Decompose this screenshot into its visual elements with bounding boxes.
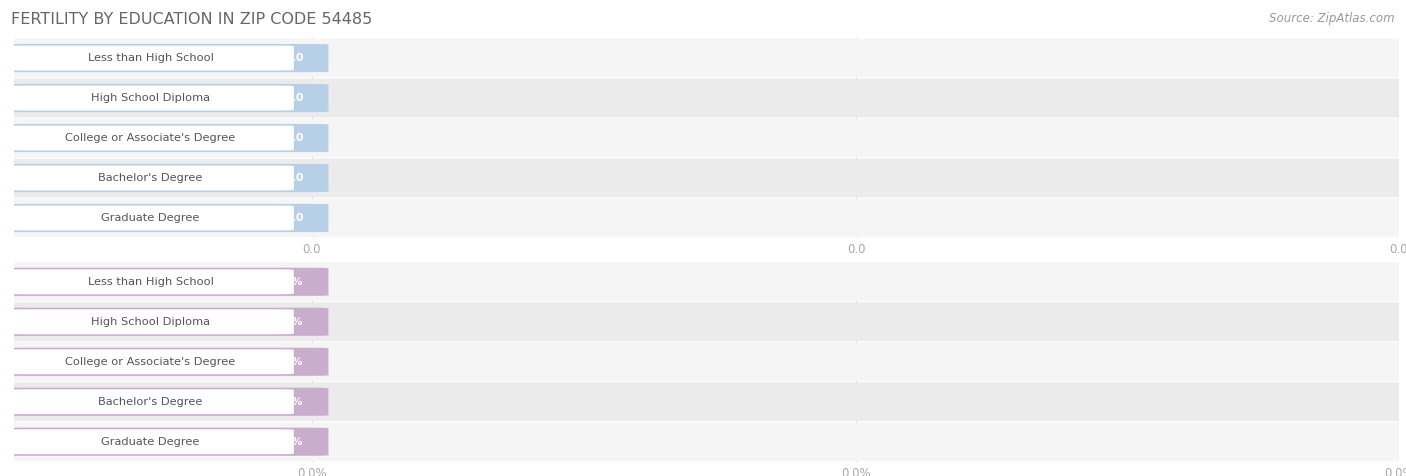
FancyBboxPatch shape	[7, 166, 294, 190]
FancyBboxPatch shape	[1, 427, 329, 456]
Text: 0.0: 0.0	[284, 133, 304, 143]
FancyBboxPatch shape	[7, 79, 1406, 118]
FancyBboxPatch shape	[7, 422, 1406, 461]
FancyBboxPatch shape	[7, 269, 294, 294]
Text: High School Diploma: High School Diploma	[91, 317, 209, 327]
FancyBboxPatch shape	[7, 39, 1406, 78]
Text: 0.0: 0.0	[1389, 243, 1406, 256]
Text: 0.0: 0.0	[284, 173, 304, 183]
Text: Source: ZipAtlas.com: Source: ZipAtlas.com	[1270, 12, 1395, 25]
FancyBboxPatch shape	[1, 164, 329, 192]
Text: 0.0: 0.0	[284, 213, 304, 223]
Text: Less than High School: Less than High School	[87, 53, 214, 63]
FancyBboxPatch shape	[1, 44, 329, 72]
FancyBboxPatch shape	[7, 342, 1406, 381]
FancyBboxPatch shape	[7, 302, 1406, 341]
Text: Less than High School: Less than High School	[87, 277, 214, 287]
Text: 0.0%: 0.0%	[841, 466, 870, 476]
FancyBboxPatch shape	[7, 429, 294, 454]
FancyBboxPatch shape	[1, 268, 329, 296]
FancyBboxPatch shape	[1, 84, 329, 112]
Text: 0.0%: 0.0%	[273, 397, 304, 407]
FancyBboxPatch shape	[7, 382, 1406, 421]
Text: FERTILITY BY EDUCATION IN ZIP CODE 54485: FERTILITY BY EDUCATION IN ZIP CODE 54485	[11, 12, 373, 27]
Text: 0.0: 0.0	[302, 243, 321, 256]
FancyBboxPatch shape	[7, 126, 294, 150]
FancyBboxPatch shape	[1, 307, 329, 336]
Text: 0.0: 0.0	[284, 93, 304, 103]
FancyBboxPatch shape	[7, 349, 294, 374]
FancyBboxPatch shape	[7, 389, 294, 414]
Text: College or Associate's Degree: College or Associate's Degree	[65, 133, 236, 143]
FancyBboxPatch shape	[7, 119, 1406, 158]
Text: Bachelor's Degree: Bachelor's Degree	[98, 397, 202, 407]
FancyBboxPatch shape	[7, 159, 1406, 198]
FancyBboxPatch shape	[1, 204, 329, 232]
Text: 0.0%: 0.0%	[273, 436, 304, 447]
FancyBboxPatch shape	[7, 262, 1406, 301]
Text: 0.0%: 0.0%	[1384, 466, 1406, 476]
Text: 0.0%: 0.0%	[273, 317, 304, 327]
FancyBboxPatch shape	[7, 86, 294, 110]
FancyBboxPatch shape	[7, 46, 294, 70]
Text: 0.0%: 0.0%	[297, 466, 326, 476]
FancyBboxPatch shape	[1, 347, 329, 376]
FancyBboxPatch shape	[1, 387, 329, 416]
FancyBboxPatch shape	[7, 198, 1406, 238]
Text: 0.0%: 0.0%	[273, 357, 304, 367]
Text: Bachelor's Degree: Bachelor's Degree	[98, 173, 202, 183]
Text: 0.0: 0.0	[284, 53, 304, 63]
Text: Graduate Degree: Graduate Degree	[101, 213, 200, 223]
Text: 0.0%: 0.0%	[273, 277, 304, 287]
FancyBboxPatch shape	[7, 309, 294, 334]
Text: Graduate Degree: Graduate Degree	[101, 436, 200, 447]
Text: College or Associate's Degree: College or Associate's Degree	[65, 357, 236, 367]
Text: 0.0: 0.0	[846, 243, 865, 256]
Text: High School Diploma: High School Diploma	[91, 93, 209, 103]
FancyBboxPatch shape	[7, 206, 294, 230]
FancyBboxPatch shape	[1, 124, 329, 152]
